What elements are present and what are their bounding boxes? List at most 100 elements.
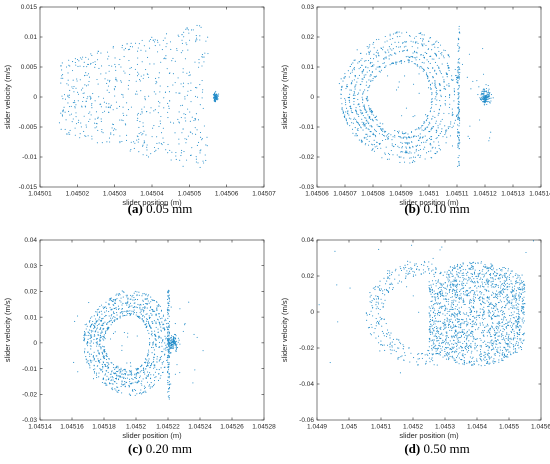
data-point bbox=[120, 367, 122, 369]
data-point bbox=[159, 102, 161, 104]
data-point bbox=[143, 385, 145, 387]
data-point bbox=[361, 96, 363, 98]
data-point bbox=[88, 301, 90, 304]
data-point bbox=[77, 65, 79, 68]
data-point bbox=[453, 279, 455, 281]
data-point bbox=[121, 392, 123, 394]
data-point bbox=[449, 355, 451, 358]
data-point bbox=[503, 329, 505, 331]
data-point bbox=[429, 290, 431, 292]
data-point bbox=[453, 289, 455, 291]
data-point bbox=[151, 332, 153, 334]
data-point bbox=[414, 161, 416, 163]
data-point bbox=[450, 304, 452, 306]
data-point bbox=[502, 283, 504, 285]
data-point bbox=[492, 314, 495, 316]
data-point bbox=[476, 338, 478, 340]
data-point bbox=[165, 33, 168, 35]
data-point bbox=[100, 324, 102, 326]
data-point bbox=[75, 123, 78, 125]
data-point bbox=[217, 95, 219, 97]
y-axis-label: slider velocity (m/s) bbox=[280, 297, 289, 362]
data-point bbox=[516, 326, 518, 328]
data-point bbox=[371, 62, 373, 64]
data-point bbox=[496, 349, 498, 351]
data-point bbox=[440, 289, 442, 291]
data-point bbox=[354, 94, 356, 96]
data-point bbox=[405, 136, 407, 138]
data-point bbox=[158, 105, 160, 107]
data-point bbox=[495, 340, 497, 342]
data-point bbox=[203, 162, 205, 164]
data-point bbox=[439, 286, 441, 288]
data-point bbox=[468, 306, 470, 309]
data-point bbox=[484, 364, 486, 367]
data-point bbox=[347, 110, 349, 112]
data-point bbox=[429, 62, 431, 65]
data-point bbox=[367, 86, 369, 88]
data-point bbox=[451, 307, 453, 309]
data-point bbox=[68, 94, 70, 96]
data-point bbox=[370, 118, 372, 120]
data-point bbox=[490, 340, 492, 342]
data-point bbox=[468, 362, 470, 364]
data-point bbox=[387, 138, 389, 140]
data-point bbox=[414, 135, 416, 137]
data-point bbox=[485, 273, 487, 275]
data-point bbox=[74, 58, 76, 60]
data-point bbox=[144, 96, 146, 98]
data-point bbox=[453, 326, 455, 328]
data-point bbox=[481, 96, 483, 98]
data-point bbox=[492, 278, 494, 280]
y-tick-label: 0 bbox=[310, 94, 314, 101]
data-point bbox=[380, 128, 382, 130]
data-point bbox=[157, 313, 160, 315]
data-point bbox=[144, 362, 146, 364]
data-point bbox=[435, 320, 437, 322]
data-point bbox=[457, 116, 459, 118]
data-point bbox=[159, 357, 161, 359]
data-point bbox=[176, 49, 178, 51]
data-point bbox=[433, 346, 435, 348]
data-point bbox=[444, 125, 446, 127]
data-point bbox=[437, 288, 439, 290]
data-point bbox=[106, 322, 109, 324]
data-point bbox=[139, 80, 141, 82]
data-point bbox=[67, 84, 69, 86]
data-point bbox=[480, 98, 482, 100]
data-point bbox=[104, 351, 106, 353]
data-point bbox=[362, 105, 364, 107]
data-point bbox=[438, 82, 440, 85]
data-point bbox=[401, 147, 403, 149]
data-point bbox=[484, 288, 486, 290]
data-point bbox=[184, 117, 186, 119]
data-point bbox=[171, 335, 173, 337]
data-point bbox=[96, 126, 98, 128]
data-point bbox=[459, 298, 461, 300]
data-point bbox=[360, 83, 362, 85]
data-point bbox=[90, 114, 92, 116]
data-point bbox=[110, 132, 112, 134]
data-point bbox=[119, 316, 121, 318]
data-point bbox=[522, 303, 524, 305]
data-point bbox=[518, 313, 520, 315]
data-point bbox=[167, 396, 169, 398]
data-point bbox=[357, 114, 359, 116]
data-point bbox=[470, 343, 472, 345]
data-point bbox=[473, 272, 476, 274]
data-point bbox=[504, 316, 506, 318]
data-point bbox=[114, 367, 116, 369]
data-point bbox=[431, 97, 433, 100]
data-point bbox=[413, 63, 415, 65]
data-point bbox=[124, 123, 126, 125]
data-point bbox=[157, 305, 159, 307]
data-point bbox=[405, 151, 408, 153]
data-point bbox=[464, 294, 466, 296]
data-point bbox=[190, 89, 192, 91]
data-point bbox=[133, 306, 135, 308]
data-point bbox=[361, 139, 363, 141]
data-point bbox=[142, 299, 144, 301]
data-point bbox=[130, 374, 132, 376]
data-point bbox=[426, 116, 428, 118]
data-point bbox=[90, 329, 92, 331]
